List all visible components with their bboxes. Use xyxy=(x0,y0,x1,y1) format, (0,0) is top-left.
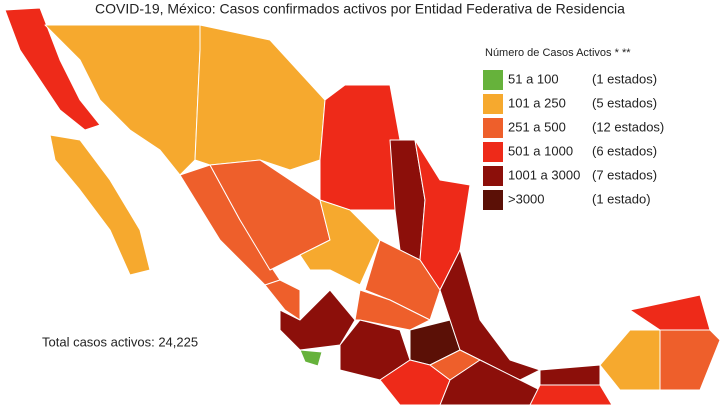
baja-california-sur xyxy=(49,134,151,276)
legend-count: (6 estados) xyxy=(592,143,657,158)
jalisco xyxy=(279,289,356,351)
legend-range: 1001 a 3000 xyxy=(508,167,580,182)
legend-count: (7 estados) xyxy=(592,167,657,182)
legend-range: 501 a 1000 xyxy=(508,143,573,158)
campeche xyxy=(599,329,661,391)
legend-count: (12 estados) xyxy=(592,119,664,134)
chihuahua xyxy=(194,24,326,171)
legend-count: (1 estados) xyxy=(592,71,657,86)
total-cases: Total casos activos: 24,225 xyxy=(42,334,198,349)
legend-swatch xyxy=(483,166,503,186)
legend: 51 a 100 (1 estados) 101 a 250 (5 estados) 2… xyxy=(483,70,664,210)
baja-california xyxy=(4,7,101,131)
chiapas xyxy=(529,384,613,405)
legend-swatch xyxy=(483,70,503,90)
nayarit xyxy=(264,279,301,321)
legend-swatch xyxy=(483,190,503,210)
legend-range: 51 a 100 xyxy=(508,71,559,86)
mexico-map xyxy=(4,7,720,405)
legend-swatch xyxy=(483,94,503,114)
legend-range: 101 a 250 xyxy=(508,95,566,110)
legend-count: (5 estados) xyxy=(592,95,657,110)
quintana-roo xyxy=(659,329,720,391)
title: COVID-19, México: Casos confirmados acti… xyxy=(95,1,625,17)
legend-swatch xyxy=(483,142,503,162)
legend-swatch xyxy=(483,118,503,138)
legend-range: 251 a 500 xyxy=(508,119,566,134)
zacatecas xyxy=(299,199,381,286)
yucatan xyxy=(629,294,711,331)
legend-title: Número de Casos Activos * ** xyxy=(485,47,631,59)
veracruz xyxy=(439,249,541,381)
tabasco xyxy=(539,364,601,386)
colima xyxy=(299,349,323,367)
coahuila xyxy=(319,84,401,211)
legend-count: (1 estado) xyxy=(592,191,651,206)
legend-range: >3000 xyxy=(508,191,545,206)
